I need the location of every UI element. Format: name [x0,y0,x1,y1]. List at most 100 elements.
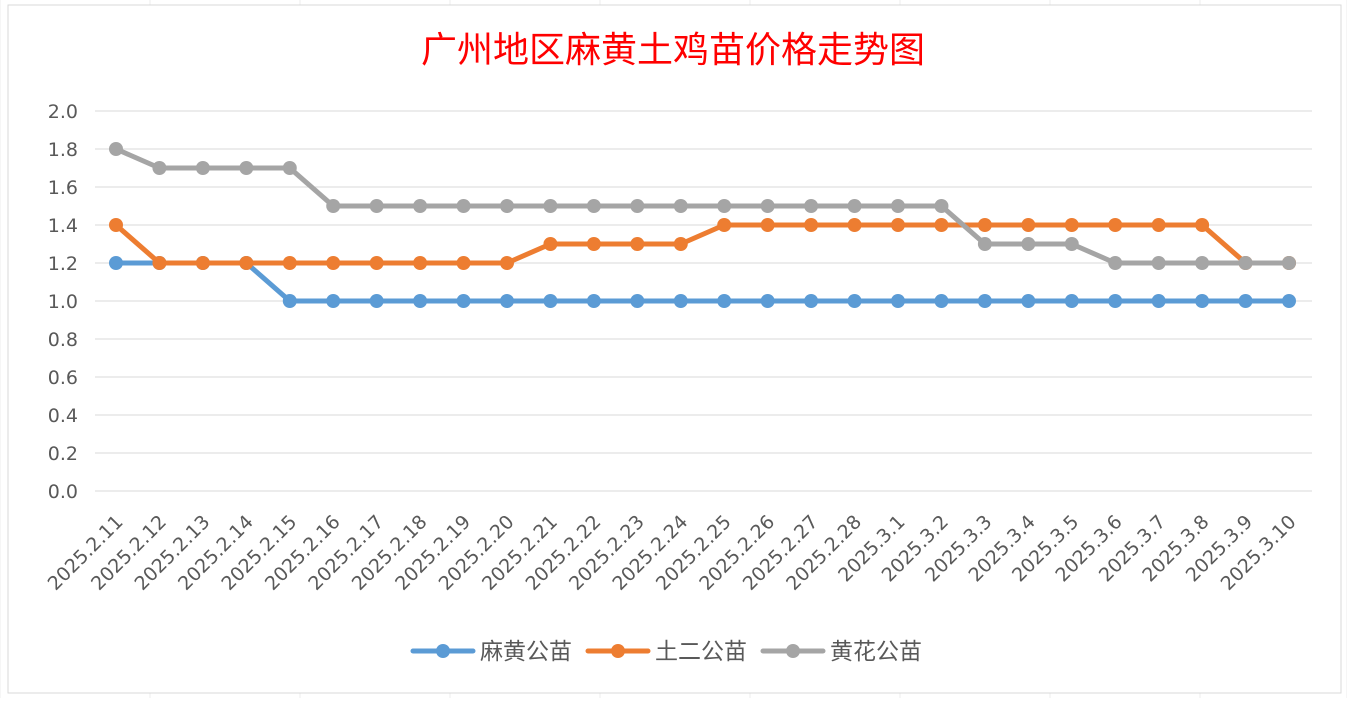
y-tick-label: 2.0 [48,101,78,123]
chart-area [7,4,1342,694]
data-point [413,199,428,213]
data-point [1195,218,1210,232]
data-point [152,256,167,270]
data-point [109,218,123,232]
data-point [1282,256,1296,270]
data-point [934,199,949,213]
data-point [543,237,558,251]
data-point [195,161,210,175]
data-point [630,199,645,213]
legend-swatch-marker [786,644,800,658]
legend: 麻黄公苗 土二公苗 黄花公苗 [410,639,922,665]
data-point [673,294,688,308]
data-point [630,237,645,251]
data-point [1282,294,1296,308]
data-point [1064,237,1079,251]
data-point [282,161,297,175]
data-point [1238,256,1253,270]
y-tick-label: 1.8 [48,139,78,161]
legend-swatch-marker [436,644,450,658]
data-point [1108,218,1123,232]
legend-swatch-marker [611,644,625,658]
data-point [413,256,428,270]
data-point [977,218,992,232]
legend-label: 麻黄公苗 [480,639,572,665]
data-point [1064,294,1079,308]
data-point [543,199,558,213]
data-point [934,218,949,232]
y-tick-label: 1.2 [48,253,78,275]
y-tick-label: 0.8 [48,329,78,351]
data-point [109,256,123,270]
data-point [500,199,514,213]
data-point [760,294,775,308]
data-point [934,294,949,308]
chart-title: 广州地区麻黄土鸡苗价格走势图 [421,30,925,71]
data-point [977,294,992,308]
series-line [113,222,1292,266]
data-point [1064,218,1079,232]
data-point [369,256,384,270]
data-point [1151,294,1166,308]
data-point [891,294,905,308]
data-point [500,294,514,308]
data-point [586,237,601,251]
data-point [1021,294,1036,308]
data-point [847,218,862,232]
series-line [113,260,1292,304]
series-group [109,142,1296,270]
data-point [847,294,862,308]
data-point [1108,256,1123,270]
data-point [282,294,297,308]
data-point [760,199,775,213]
data-point [456,199,471,213]
legend-label: 土二公苗 [655,639,747,665]
legend-item: 土二公苗 [585,639,747,665]
data-point [326,256,341,270]
data-point [630,294,645,308]
data-point [109,142,123,156]
data-point [239,256,254,270]
data-point [717,294,732,308]
data-point [239,161,254,175]
data-point [891,218,905,232]
data-point [282,256,297,270]
data-point [891,199,905,213]
legend-item: 黄花公苗 [760,639,922,665]
data-point [804,199,819,213]
data-point [152,161,167,175]
legend-item: 麻黄公苗 [410,639,572,665]
y-tick-label: 0.4 [48,405,78,427]
y-axis-tick-labels: 0.0 0.2 0.4 0.6 0.8 1.0 1.2 1.4 1.6 1.8 2.0 [48,101,78,503]
data-point [456,256,471,270]
data-point [717,218,732,232]
legend-label: 黄花公苗 [830,639,922,665]
data-point [369,199,384,213]
data-point [369,294,384,308]
data-point [195,256,210,270]
data-point [1195,256,1210,270]
y-tick-label: 0.0 [48,481,78,503]
data-point [543,294,558,308]
y-tick-label: 1.4 [48,215,78,237]
series-group [109,256,1296,308]
data-point [804,218,819,232]
data-point [977,237,992,251]
data-point [1021,237,1036,251]
y-tick-label: 0.6 [48,367,78,389]
data-point [1195,294,1210,308]
data-point [456,294,471,308]
data-point [804,294,819,308]
data-point [1108,294,1123,308]
data-point [760,218,775,232]
data-point [586,199,601,213]
y-tick-label: 0.2 [48,443,78,465]
y-tick-label: 1.0 [48,291,78,313]
series-line [113,146,1292,266]
data-point [413,294,428,308]
data-point [326,199,341,213]
data-point [673,199,688,213]
data-point [326,294,341,308]
